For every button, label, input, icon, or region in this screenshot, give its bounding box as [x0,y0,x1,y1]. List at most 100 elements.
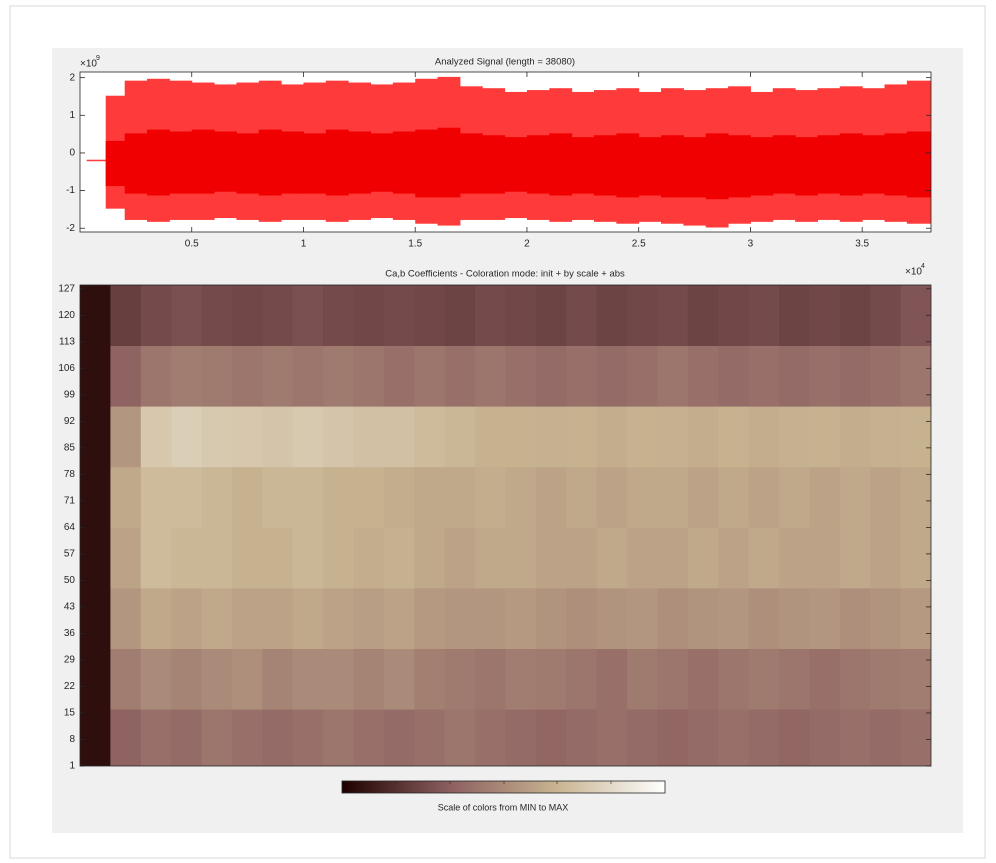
signal-range [527,135,550,193]
heatmap-cell [354,527,385,588]
y-tick-label: 92 [64,416,76,427]
heatmap-cell [445,709,476,770]
heatmap-cell [536,285,567,346]
heatmap-cell [262,406,293,467]
signal-range [773,135,796,193]
heatmap-cell [536,649,567,710]
heatmap-cell [657,346,688,407]
signal-range [92,160,106,162]
heatmap-cell [809,588,840,649]
heatmap-cell [779,588,810,649]
heatmap-cell [414,467,445,528]
heatmap-cell [475,406,506,467]
heatmap-cell [870,467,901,528]
y-tick-label: 22 [64,681,76,692]
signal-range [393,131,416,193]
heatmap-cell [627,709,658,770]
chart-title: Ca,b Coefficients - Coloration mode: ini… [385,269,625,280]
heatmap-cell [809,346,840,407]
heatmap-cell [293,709,324,770]
heatmap-cell [809,285,840,346]
heatmap-cell [202,285,233,346]
heatmap-cell [262,649,293,710]
heatmap-cell [809,467,840,528]
heatmap-cell [870,527,901,588]
heatmap-cell [506,527,537,588]
heatmap-cell [475,527,506,588]
signal-range [549,133,572,195]
signal-range [616,133,639,197]
heatmap-cell [110,406,141,467]
heatmap-cell [597,709,628,770]
signal-range [728,135,751,197]
heatmap-cell [232,406,263,467]
heatmap-cell [597,527,628,588]
heatmap-cell [445,285,476,346]
signal-range [259,130,282,196]
heatmap-cell [597,649,628,710]
heatmap-cell [718,467,749,528]
signal-range [817,135,840,193]
heatmap-cell [657,649,688,710]
heatmap-cell [262,527,293,588]
heatmap-cell [536,406,567,467]
heatmap-cell [110,467,141,528]
heatmap-cell [293,406,324,467]
signal-range [192,130,215,194]
y-tick-label: 15 [64,708,76,719]
heatmap-cell [840,346,871,407]
heatmap-cell [475,467,506,528]
signal-range [750,137,773,195]
y-scale-exponent: 9 [96,55,100,62]
y-tick-label: 78 [64,469,76,480]
heatmap-cell [80,346,111,407]
heatmap-cell [110,588,141,649]
heatmap-cell [323,709,354,770]
heatmap-cell [870,285,901,346]
heatmap-cell [384,588,415,649]
heatmap-cell [627,527,658,588]
scalogram-plot [80,285,931,770]
y-tick-label: 106 [58,363,75,374]
heatmap-cell [901,588,932,649]
heatmap-cell [202,527,233,588]
heatmap-cell [323,285,354,346]
heatmap-cell [475,285,506,346]
heatmap-cell [354,285,385,346]
heatmap-cell [171,709,202,770]
heatmap-cell [110,285,141,346]
heatmap-cell [323,467,354,528]
heatmap-cell [414,346,445,407]
heatmap-cell [293,649,324,710]
heatmap-cell [293,588,324,649]
heatmap-cell [566,649,597,710]
figure: Analyzed Signal (length = 38080) Ca,b Co… [0,0,996,863]
heatmap-cell [597,346,628,407]
heatmap-cell [627,588,658,649]
heatmap-cell [293,467,324,528]
x-scale-base: ×10 [905,267,922,278]
y-tick-label: -2 [66,223,75,234]
y-tick-label: 43 [64,602,76,613]
signal-range [326,130,349,196]
signal-range [885,133,908,195]
heatmap-cell [354,406,385,467]
heatmap-cell [262,285,293,346]
y-scale-base: ×10 [80,59,97,70]
y-tick-label: 8 [69,734,75,745]
heatmap-cell [566,285,597,346]
heatmap-cell [718,406,749,467]
heatmap-cell [80,588,111,649]
x-tick-label: 2.5 [632,239,646,250]
heatmap-cell [536,467,567,528]
heatmap-cell [536,527,567,588]
heatmap-cell [536,588,567,649]
y-tick-label: 36 [64,628,76,639]
signal-range [438,128,461,198]
heatmap-cell [536,346,567,407]
heatmap-cell [141,709,172,770]
signal-range [371,133,394,191]
heatmap-cell [262,588,293,649]
heatmap-cell [232,467,263,528]
heatmap-cell [110,527,141,588]
